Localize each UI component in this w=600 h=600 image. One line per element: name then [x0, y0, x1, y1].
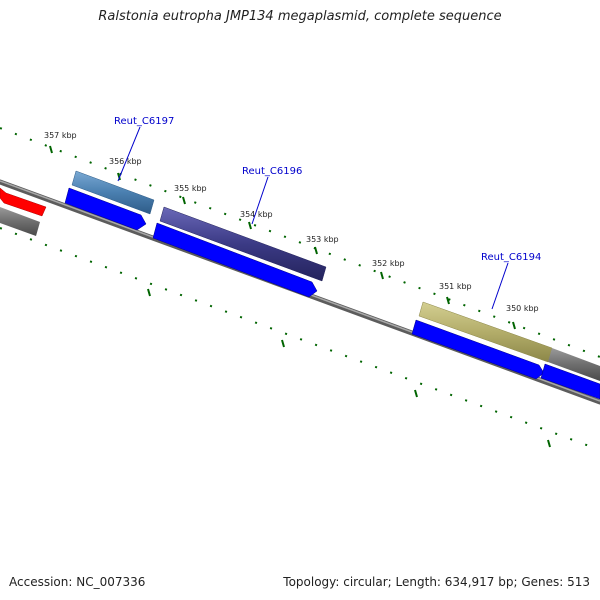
major-tick — [446, 296, 450, 305]
gene-label-reut-c6194[interactable]: Reut_C6194 — [481, 252, 541, 263]
major-tick — [380, 271, 384, 280]
feature-bar-darkslate[interactable] — [159, 206, 327, 282]
major-tick — [281, 339, 285, 348]
tick-label-354: 354 kbp — [240, 210, 273, 219]
gray-feature-left[interactable] — [0, 207, 40, 236]
forward-cds-arrow[interactable] — [152, 222, 318, 298]
major-tick — [414, 389, 418, 398]
gene-label-leader — [491, 262, 509, 310]
major-ticks — [49, 145, 551, 448]
reverse-cds-arrow[interactable] — [0, 187, 47, 217]
feature-bar-steelblue[interactable] — [71, 170, 155, 215]
gene-label-reut-c6197[interactable]: Reut_C6197 — [114, 116, 174, 127]
major-tick — [314, 246, 318, 255]
map-title: Ralstonia eutropha JMP134 megaplasmid, c… — [98, 9, 502, 24]
major-tick — [182, 196, 186, 205]
forward-cds-arrow[interactable] — [64, 187, 147, 231]
tick-label-356: 356 kbp — [109, 157, 142, 166]
tick-label-352: 352 kbp — [372, 259, 405, 268]
accession-text: Accession: NC_007336 — [9, 575, 146, 589]
gene-label-reut-c6196[interactable]: Reut_C6196 — [242, 166, 302, 177]
tick-label-355: 355 kbp — [174, 184, 207, 193]
forward-cds-arrow[interactable] — [540, 363, 600, 400]
tick-label-350: 350 kbp — [506, 304, 539, 313]
gray-feature-right[interactable] — [548, 348, 600, 381]
gene-label-leader — [117, 126, 141, 182]
major-tick — [248, 221, 252, 230]
major-tick — [117, 172, 121, 181]
topology-summary: Topology: circular; Length: 634,917 bp; … — [283, 575, 590, 589]
gene-label-leader — [251, 176, 269, 225]
major-tick — [512, 321, 516, 330]
major-tick — [547, 439, 551, 448]
tick-label-357: 357 kbp — [44, 131, 77, 140]
tick-label-353: 353 kbp — [306, 235, 339, 244]
outer-tick-ring — [0, 127, 600, 358]
tick-label-351: 351 kbp — [439, 282, 472, 291]
major-tick — [147, 288, 151, 297]
forward-cds-arrow[interactable] — [411, 319, 545, 380]
major-tick — [49, 145, 53, 154]
